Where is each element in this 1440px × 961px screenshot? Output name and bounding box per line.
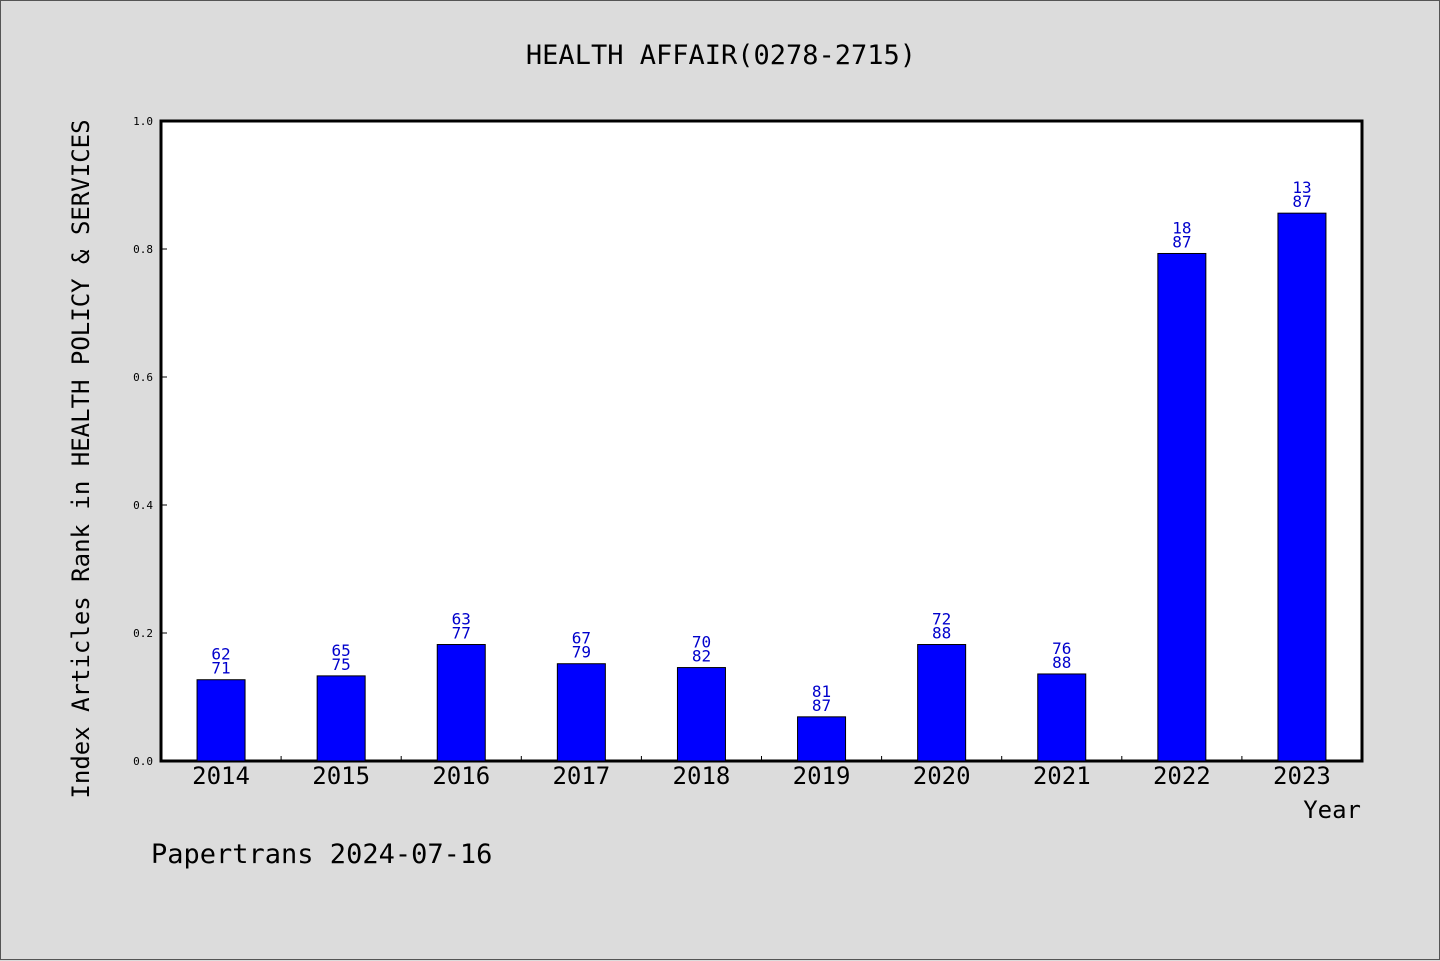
bar-2019 (797, 716, 847, 762)
y-tick-label: 0.8 (133, 243, 153, 256)
x-tick-label: 2021 (1033, 762, 1091, 790)
bar-label-total: 77 (452, 624, 471, 643)
x-tick-label: 2022 (1153, 762, 1211, 790)
y-tick-label: 0.6 (133, 371, 153, 384)
bar-label-total: 82 (692, 647, 711, 666)
x-tick-label: 2017 (552, 762, 610, 790)
bar-label-rank: 70 (692, 633, 711, 652)
x-tick-label: 2015 (312, 762, 370, 790)
bar-label-rank: 62 (211, 645, 230, 664)
chart-title: HEALTH AFFAIR(0278-2715) (526, 40, 916, 71)
x-axis-title: Year (1303, 796, 1361, 824)
bar-label-rank: 18 (1172, 218, 1191, 237)
bar-label-total: 79 (572, 643, 591, 662)
bar-label-rank: 72 (932, 610, 951, 629)
footer-text: Papertrans 2024-07-16 (151, 839, 492, 870)
bar-2022 (1157, 252, 1207, 762)
bar-label-rank: 76 (1052, 639, 1071, 658)
bar-2020 (917, 644, 967, 762)
y-axis-title: Index Articles Rank in HEALTH POLICY & S… (67, 119, 95, 798)
y-tick-label: 0.2 (133, 627, 153, 640)
y-tick-label: 0.4 (133, 499, 153, 512)
y-axis: 0.0 0.2 0.4 0.6 0.8 1.0 (133, 115, 167, 768)
bar-2021 (1037, 673, 1087, 762)
x-axis: 2014 2015 2016 2017 2018 2019 2020 2021 2022 2023 (192, 756, 1331, 790)
bar-2023 (1277, 212, 1327, 762)
bar-2018 (676, 667, 726, 762)
bar-2015 (316, 675, 366, 762)
x-tick-label: 2020 (913, 762, 971, 790)
bar-label-total: 88 (1052, 653, 1071, 672)
bar-label-rank: 13 (1292, 178, 1311, 197)
bar-label-rank: 81 (812, 682, 831, 701)
bar-label-rank: 65 (332, 641, 351, 660)
bar-label-total: 87 (1172, 232, 1191, 251)
bar-label-rank: 67 (572, 629, 591, 648)
bar-label-total: 88 (932, 624, 951, 643)
bar-2014 (196, 679, 246, 762)
x-tick-label: 2023 (1273, 762, 1331, 790)
x-tick-label: 2014 (192, 762, 250, 790)
x-tick-label: 2018 (673, 762, 731, 790)
bar-2016 (436, 644, 486, 762)
bar-label-total: 75 (332, 655, 351, 674)
bar-label-total: 87 (1292, 192, 1311, 211)
y-tick-label: 0.0 (133, 755, 153, 768)
y-tick-label: 1.0 (133, 115, 153, 128)
bar-label-rank: 63 (452, 610, 471, 629)
x-tick-label: 2016 (432, 762, 490, 790)
bar-label-total: 87 (812, 696, 831, 715)
x-tick-label: 2019 (793, 762, 851, 790)
bar-label-total: 71 (211, 659, 230, 678)
bar-2017 (556, 663, 606, 762)
